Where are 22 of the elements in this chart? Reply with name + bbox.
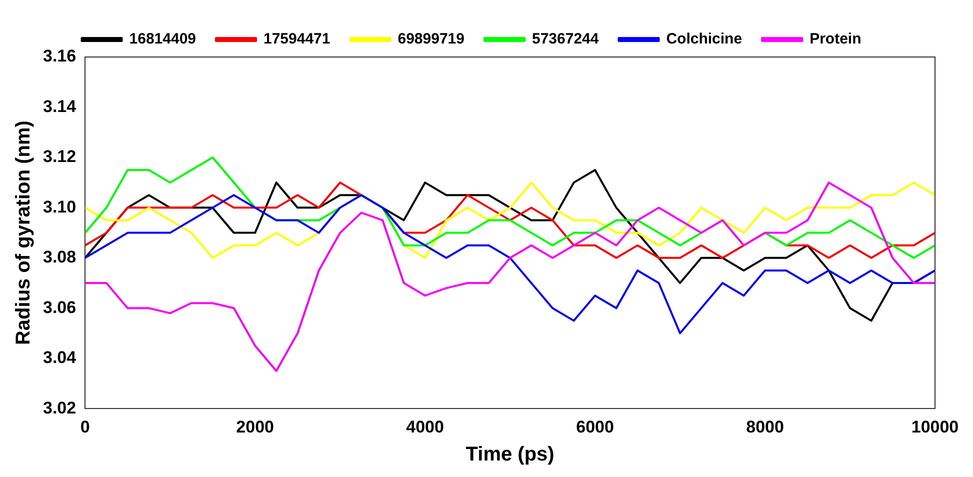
legend-label: 69899719 <box>398 30 464 48</box>
legend-label: 17594471 <box>264 30 330 48</box>
x-tick-label: 6000 <box>576 417 614 436</box>
y-tick-label: 3.04 <box>42 348 77 368</box>
x-axis-title: Time (ps) <box>466 444 554 466</box>
legend-label: 57367244 <box>532 30 600 48</box>
x-tick-label: 0 <box>80 417 90 436</box>
y-tick-label: 3.10 <box>42 197 76 216</box>
y-tick-label: 3.06 <box>42 298 76 317</box>
x-tick-label: 8000 <box>746 417 784 436</box>
legend-label: 16814409 <box>129 30 196 48</box>
legend-label: Colchicine <box>666 30 742 48</box>
x-tick-label: 10000 <box>911 417 959 436</box>
y-tick-label: 3.02 <box>42 398 76 418</box>
y-tick-label: 3.14 <box>42 96 77 116</box>
x-tick-label: 2000 <box>236 417 274 436</box>
y-tick-label: 3.08 <box>42 248 76 267</box>
y-tick-label: 3.12 <box>42 147 76 166</box>
x-tick-label: 4000 <box>406 417 444 436</box>
y-tick-label: 3.16 <box>42 46 76 66</box>
legend-label: Protein <box>810 30 862 48</box>
y-axis-title: Radius of gyration (nm) <box>12 120 35 346</box>
